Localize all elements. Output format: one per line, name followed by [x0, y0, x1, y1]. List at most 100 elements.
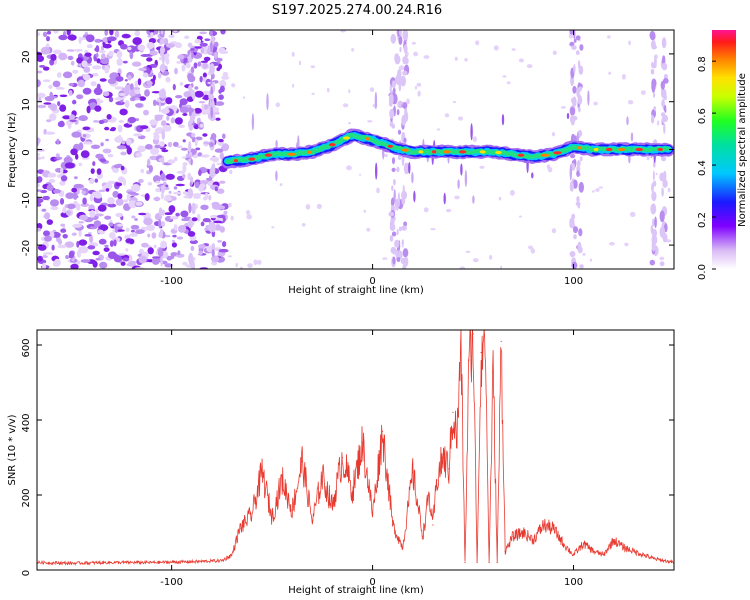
- noise-blob: [194, 181, 200, 189]
- noise-blob: [174, 67, 178, 75]
- noise-blob: [150, 32, 154, 38]
- noise-blob: [216, 162, 223, 166]
- noise-blob: [200, 60, 209, 63]
- noise-blob: [82, 87, 92, 95]
- noise-blob: [70, 148, 78, 156]
- noise-blob: [57, 121, 65, 128]
- noise-blob: [78, 221, 85, 224]
- noise-blob: [214, 148, 224, 153]
- streak: [630, 132, 634, 142]
- noise-blob: [213, 220, 223, 224]
- noise-blob: [117, 253, 126, 256]
- noise-blob: [67, 55, 74, 61]
- snr-point: [500, 340, 502, 342]
- noise-blob: [176, 170, 186, 174]
- stripe-blob: [650, 203, 657, 215]
- snr-point: [562, 543, 565, 545]
- noise-blob: [101, 53, 106, 60]
- noise-blob: [58, 34, 68, 41]
- snr-point: [492, 370, 494, 372]
- noise-speck: [528, 245, 533, 250]
- noise-blob: [37, 153, 41, 156]
- noise-blob: [191, 217, 198, 222]
- noise-blob: [104, 244, 109, 248]
- noise-blob: [78, 239, 88, 246]
- noise-blob: [126, 262, 136, 267]
- noise-blob: [215, 205, 226, 210]
- noise-blob: [144, 89, 150, 97]
- noise-blob: [112, 190, 119, 198]
- stripe-blob: [573, 234, 577, 240]
- streak: [275, 170, 278, 182]
- noise-blob: [97, 204, 107, 212]
- stripe-blob: [160, 38, 165, 45]
- noise-blob: [53, 30, 59, 34]
- noise-blob: [95, 192, 102, 199]
- snr-x-label: Height of straight line (km): [288, 585, 424, 596]
- stripe-blob: [662, 179, 668, 188]
- noise-blob: [69, 119, 77, 123]
- ridge-core: [306, 150, 312, 154]
- noise-speck: [582, 252, 586, 256]
- stripe-blob: [189, 181, 192, 187]
- noise-blob: [46, 30, 52, 35]
- stripe-blob: [403, 162, 410, 175]
- noise-blob: [90, 168, 95, 175]
- noise-speck: [235, 262, 238, 268]
- colorbar-scale: [712, 30, 736, 269]
- noise-speck: [551, 132, 556, 137]
- ridge-core: [401, 148, 409, 152]
- noise-blob: [41, 156, 45, 160]
- stripe-blob: [573, 226, 578, 234]
- ridge-core: [387, 144, 393, 148]
- noise-speck: [551, 228, 557, 234]
- stripe-blob: [393, 179, 396, 186]
- noise-blob: [175, 42, 182, 49]
- noise-blob: [120, 43, 128, 50]
- noise-blob: [153, 196, 161, 201]
- snr-point: [261, 471, 263, 474]
- ridge-core: [593, 147, 599, 152]
- stripe-blob: [388, 100, 393, 107]
- noise-blob: [45, 131, 56, 135]
- noise-blob: [130, 229, 135, 233]
- noise-blob: [46, 219, 53, 225]
- colorbar-tick-label: 0.0: [697, 264, 708, 280]
- noise-blob: [218, 89, 222, 94]
- noise-blob: [37, 176, 43, 183]
- noise-blob: [175, 95, 183, 99]
- noise-blob: [216, 214, 226, 218]
- noise-blob: [173, 156, 178, 162]
- noise-blob: [60, 228, 67, 233]
- stripe-blob: [190, 66, 195, 74]
- noise-speck: [502, 75, 507, 78]
- noise-blob: [80, 259, 91, 263]
- noise-blob: [195, 147, 201, 151]
- noise-blob: [163, 38, 169, 45]
- noise-blob: [183, 216, 192, 219]
- streak: [531, 172, 534, 179]
- snr-y-label: SNR (10 * v/v): [7, 414, 18, 485]
- noise-blob: [218, 47, 226, 54]
- noise-speck: [511, 48, 516, 51]
- noise-blob: [151, 257, 160, 265]
- stripe-blob: [652, 218, 655, 227]
- stripe-blob: [651, 78, 657, 88]
- noise-blob: [37, 79, 41, 88]
- noise-blob: [100, 142, 104, 147]
- noise-blob: [68, 82, 74, 87]
- noise-blob: [85, 34, 95, 43]
- noise-blob: [165, 43, 175, 48]
- noise-blob: [95, 257, 101, 261]
- noise-blob: [114, 97, 124, 101]
- spectrogram-ridge: [221, 128, 674, 169]
- stripe-blob: [401, 154, 405, 166]
- noise-blob: [95, 153, 104, 159]
- noise-blob: [59, 180, 66, 186]
- noise-blob: [109, 240, 114, 248]
- noise-speck: [292, 83, 295, 88]
- noise-blob: [223, 210, 228, 215]
- noise-blob: [164, 263, 173, 268]
- noise-blob: [107, 251, 117, 259]
- noise-blob: [50, 53, 57, 61]
